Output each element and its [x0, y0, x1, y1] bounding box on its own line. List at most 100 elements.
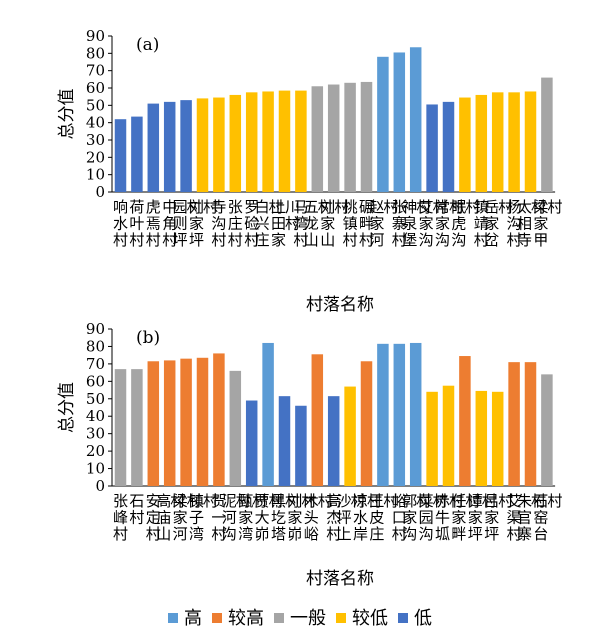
bar [131, 116, 143, 192]
category-label: 罗硷村 [244, 198, 259, 249]
category-label: 张峰村 [113, 492, 128, 543]
category-label: 泥河沟村 [222, 492, 251, 543]
category-label: 安定村 [146, 492, 161, 543]
bar [295, 405, 307, 486]
bar [541, 374, 553, 486]
category-label: 王皮庄村 [369, 492, 398, 543]
category-label: 朱官寨村 [517, 492, 546, 543]
category-label: 木头峪村 [304, 492, 333, 543]
bar [475, 94, 488, 192]
bar [245, 400, 258, 486]
bar [163, 360, 176, 486]
category-label: 梁家甲村 [533, 198, 562, 249]
y-tick-label: 90 [86, 320, 105, 338]
category-label: 太相寺村 [517, 198, 546, 249]
bar [393, 343, 406, 486]
bar [245, 92, 258, 192]
bar [229, 370, 242, 486]
category-label: 桃镇村 [343, 198, 358, 249]
y-tick-label: 30 [86, 131, 105, 149]
category-label: 寺沟村 [211, 198, 226, 249]
bar [131, 369, 143, 486]
bar [213, 97, 225, 192]
category-label: 响水村 [113, 198, 128, 249]
legend-swatch [212, 613, 222, 623]
category-label: 岳家岔村 [484, 198, 513, 249]
category-label: 马湾村 [293, 198, 308, 249]
legend-item: 高 [168, 604, 202, 630]
category-label: 菜园沟村 [419, 492, 448, 543]
legend-label: 较低 [352, 608, 388, 629]
category-label: 甄家湾村 [238, 492, 267, 543]
category-label: 谭家坪村 [468, 492, 497, 543]
legend-swatch [274, 613, 284, 623]
panel-label: (a) [136, 35, 159, 55]
category-label: 峪口村 [392, 492, 407, 543]
category-label: 郭家沟村 [402, 492, 431, 543]
legend-label: 低 [414, 608, 432, 629]
bar [491, 391, 504, 486]
bar [377, 343, 389, 486]
bar [344, 386, 356, 486]
legend-label: 一般 [290, 608, 326, 629]
bar [426, 104, 438, 192]
category-label: 石窑台村 [533, 492, 562, 543]
bar [180, 100, 192, 192]
category-label: 园则坪村 [173, 198, 202, 249]
bar [262, 91, 274, 192]
bar [524, 91, 537, 192]
bar [180, 358, 192, 486]
bar [475, 390, 488, 486]
bar [508, 92, 520, 192]
category-label: 镇靖村 [474, 198, 489, 249]
bar [524, 362, 537, 486]
category-label: 张庄村 [228, 198, 243, 249]
bar [196, 98, 209, 192]
category-label: 常家沟村 [435, 198, 464, 249]
bar [360, 81, 373, 192]
panel-label: (b) [136, 328, 160, 348]
category-label: 张寨村 [392, 198, 407, 249]
bar [311, 354, 324, 486]
y-tick-label: 50 [86, 390, 105, 408]
y-tick-label: 40 [86, 114, 105, 132]
category-label: 赵家河村 [369, 198, 398, 249]
bar [393, 52, 406, 192]
category-label: 杨沟村 [507, 198, 522, 249]
category-label: 白兴庄村 [255, 198, 284, 249]
bar [459, 356, 471, 486]
y-tick-label: 20 [86, 148, 105, 166]
bar [278, 90, 291, 192]
bar [344, 82, 356, 192]
category-label: 碾畔村 [359, 198, 374, 249]
category-label: 凉水岸村 [353, 492, 382, 543]
bar [147, 103, 160, 192]
x-axis-title: 村落名称 [306, 295, 374, 315]
y-tick-label: 50 [86, 96, 105, 114]
bar [311, 86, 324, 192]
category-label: 五龙山村 [304, 198, 333, 249]
category-label: 吕家坪村 [484, 492, 513, 543]
category-label: 神泉堡村 [402, 198, 431, 249]
category-label: 贾大峁村 [255, 492, 284, 543]
bar [409, 342, 422, 486]
y-tick-label: 0 [95, 477, 105, 495]
category-label: 石村 [129, 492, 144, 527]
y-tick-label: 30 [86, 425, 105, 443]
category-label: 艾渠村 [507, 492, 522, 543]
bar [327, 84, 340, 192]
category-label: 赤牛坬村 [435, 492, 464, 543]
bar [213, 353, 225, 486]
bar [196, 357, 209, 486]
category-label: 虎焉村 [146, 198, 161, 249]
category-label: 高庙山村 [156, 492, 185, 543]
y-tick-label: 80 [86, 337, 105, 355]
legend-item: 低 [398, 604, 432, 630]
bar [409, 47, 422, 193]
y-tick-label: 60 [86, 372, 105, 390]
category-label: 上田家川村 [271, 198, 300, 249]
bar [295, 90, 307, 192]
bar [426, 391, 438, 486]
